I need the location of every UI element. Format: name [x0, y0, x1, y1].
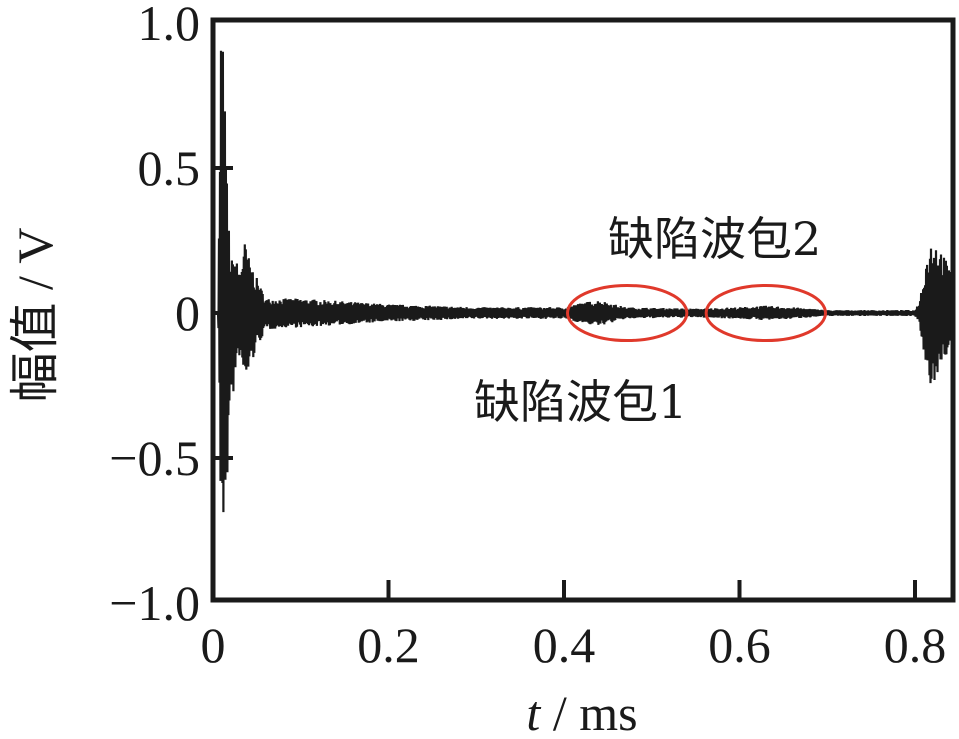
plot-frame	[210, 17, 956, 603]
x-tick-label: 0.4	[533, 617, 596, 673]
y-tick-label: 0	[175, 285, 200, 341]
x-tick-label: 0.8	[884, 617, 947, 673]
annotation-label-2: 缺陷波包2	[608, 212, 821, 266]
annotation-label-1: 缺陷波包1	[474, 375, 687, 429]
annotation-ellipse-1	[566, 283, 689, 343]
x-axis-label: t / ms	[526, 685, 637, 739]
plot-area	[213, 50, 953, 513]
y-tick-label: 1.0	[138, 0, 201, 51]
x-tick-label: 0.6	[708, 617, 771, 673]
y-tick-label: −1.0	[109, 575, 200, 631]
x-tick-label: 0	[201, 617, 226, 673]
annotation-ellipse-2	[704, 283, 827, 343]
y-tick-label: 0.5	[138, 140, 201, 196]
x-axis-variable: t	[526, 685, 541, 739]
y-axis-label: 幅值 / V	[7, 228, 63, 403]
y-tick-label: −0.5	[109, 430, 200, 486]
x-axis-unit: / ms	[540, 685, 637, 739]
waveform-line	[213, 50, 953, 513]
ticks: 0 0.2 0.4 0.6 0.8 1.0 0.5 0 −0.5 −1.0	[109, 0, 946, 673]
x-tick-label: 0.2	[357, 617, 420, 673]
